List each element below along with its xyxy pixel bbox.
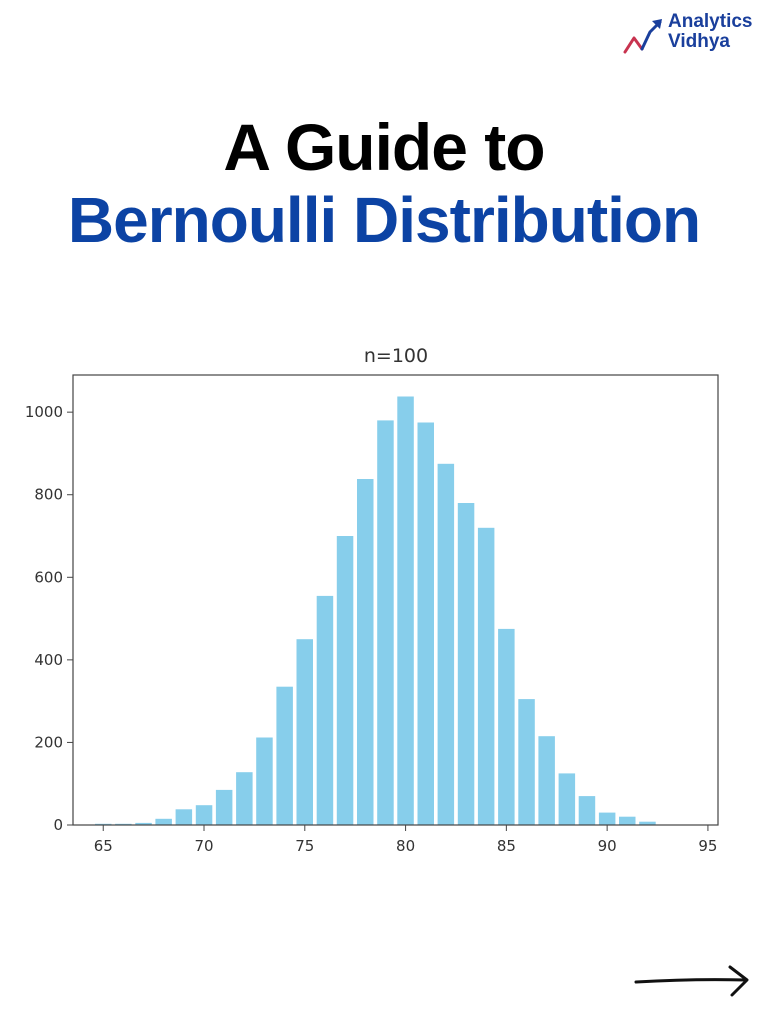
y-tick-label: 0	[53, 816, 63, 834]
y-axis: 0 200 400 600 800 1000	[25, 403, 73, 834]
histogram-bar	[558, 773, 576, 825]
x-tick-label: 70	[194, 837, 213, 855]
page-title: A Guide to Bernoulli Distribution	[0, 108, 768, 254]
histogram-bar	[518, 699, 535, 825]
histogram-bar	[619, 816, 636, 825]
histogram-svg: n=100 65 70 75 80 85 90 95 0 200 400 600 800 1000	[25, 345, 719, 855]
y-tick-label: 800	[34, 486, 63, 504]
histogram-bar	[316, 595, 334, 825]
x-tick-label: 80	[396, 837, 415, 855]
x-tick-label: 85	[497, 837, 516, 855]
plot-frame	[72, 374, 719, 826]
histogram-bar	[437, 463, 455, 825]
brand-line-1: Analytics	[668, 11, 753, 32]
x-tick-label: 90	[598, 837, 617, 855]
brand-line-2: Vidhya	[668, 31, 730, 52]
y-tick-label: 200	[34, 733, 63, 751]
brand-name: Analytics Vidhya	[668, 12, 752, 52]
x-tick-label: 75	[295, 837, 314, 855]
arrow-right-icon[interactable]	[630, 958, 754, 1002]
title-line-1: A Guide to	[223, 110, 545, 184]
histogram-bar	[538, 736, 555, 825]
analytics-vidhya-logo[interactable]: Analytics Vidhya	[620, 10, 768, 60]
histogram-bar	[155, 818, 172, 825]
histogram-bar	[639, 821, 656, 825]
histogram-bar	[397, 396, 414, 825]
histogram-bar	[195, 805, 213, 825]
x-tick-label: 95	[698, 837, 717, 855]
chart-title: n=100	[364, 345, 428, 367]
histogram-bar	[578, 796, 596, 825]
histogram-bar	[336, 536, 354, 825]
y-tick-label: 400	[34, 651, 63, 669]
histogram-bar	[498, 628, 515, 825]
histogram-bar	[598, 812, 616, 825]
histogram-bar	[236, 772, 253, 825]
histogram-bar	[175, 809, 193, 825]
histogram-chart: n=100 65 70 75 80 85 90 95 0 200 400 600 800 1000	[0, 330, 768, 890]
histogram-bar	[215, 789, 233, 825]
title-line-2: Bernoulli Distribution	[67, 184, 701, 256]
histogram-bar	[417, 422, 434, 825]
histogram-bar	[296, 639, 313, 825]
x-tick-label: 65	[94, 837, 113, 855]
x-axis: 65 70 75 80 85 90 95	[94, 825, 717, 855]
histogram-bar	[477, 527, 495, 825]
trend-arrow-icon	[623, 19, 662, 54]
histogram-bar	[457, 503, 475, 825]
histogram-bar	[135, 822, 152, 825]
bars-group	[95, 396, 656, 825]
y-tick-label: 600	[34, 568, 63, 586]
histogram-bar	[256, 737, 273, 825]
histogram-bar	[276, 686, 293, 825]
histogram-bar	[377, 420, 394, 825]
histogram-bar	[357, 479, 374, 825]
y-tick-label: 1000	[25, 403, 63, 421]
